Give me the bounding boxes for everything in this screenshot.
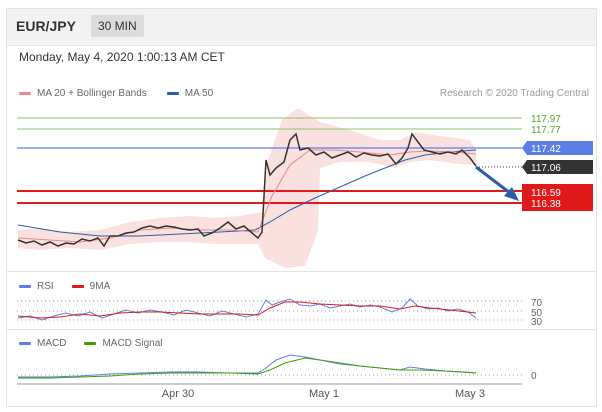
nine-ma-swatch: [71, 285, 84, 288]
level-label-117-42: 117.42: [531, 144, 561, 155]
macd-signal-line: [18, 357, 477, 379]
level-label-117-77: 117.77: [531, 125, 561, 136]
ma50-swatch: [166, 92, 179, 95]
ma20-line: [17, 149, 477, 243]
ma50-price-tag: [522, 141, 593, 155]
panel-separator: [7, 271, 596, 272]
rsi-level-label-70: 70: [531, 298, 543, 309]
support-price-tag: [522, 184, 593, 211]
x-axis-label-may3: May 3: [455, 388, 485, 400]
x-axis-label-apr30: Apr 30: [162, 388, 194, 400]
currency-pair-title: EUR/JPY: [16, 18, 76, 34]
macd-signal-swatch: [84, 342, 97, 345]
price-tags: 117.97 117.77 117.42 117.06 116.59 116.3…: [522, 114, 593, 211]
copyright-text: Research © 2020 Trading Central: [439, 88, 589, 99]
level-label-117-97: 117.97: [531, 114, 561, 125]
macd-level-label-0: 0: [531, 371, 537, 382]
current-price-tag: [522, 160, 593, 174]
macd-swatch: [19, 342, 31, 345]
rsi-level-label-50: 50: [531, 308, 543, 319]
nine-ma-line: [17, 301, 477, 319]
ma50-legend-label: MA 50: [184, 88, 214, 99]
nine-ma-legend-label: 9MA: [89, 281, 111, 292]
macd-signal-legend-label: MACD Signal: [102, 338, 163, 349]
price-candles: [17, 132, 477, 248]
chart-frame: EUR/JPY 30 MIN Monday, May 4, 2020 1:00:…: [6, 8, 597, 407]
rsi-line: [17, 298, 477, 321]
main-legend: MA 20 + Bollinger Bands MA 50: [19, 88, 213, 99]
rsi-level-label-30: 30: [531, 317, 543, 328]
macd-legend-label: MACD: [37, 338, 67, 349]
level-label-116-59: 116.59: [531, 188, 561, 199]
level-label-117-06: 117.06: [531, 163, 561, 174]
bollinger-band-area: [18, 108, 476, 268]
x-axis-label-may1: May 1: [309, 388, 339, 400]
macd-legend: MACD MACD Signal: [19, 338, 162, 349]
bollinger-swatch: [19, 92, 31, 95]
rsi-swatch: [19, 285, 31, 288]
forecast-arrow-line: [475, 165, 515, 198]
bollinger-legend-label: MA 20 + Bollinger Bands: [37, 88, 147, 99]
macd-line: [18, 354, 477, 378]
panel-separator: [7, 329, 596, 330]
ma50-line: [17, 149, 477, 237]
timeframe-badge[interactable]: 30 MIN: [91, 15, 144, 37]
chart-header: EUR/JPY 30 MIN: [7, 9, 596, 46]
rsi-legend: RSI 9MA: [19, 281, 110, 292]
chart-datetime: Monday, May 4, 2020 1:00:13 AM CET: [19, 50, 225, 64]
level-label-116-38: 116.38: [531, 199, 561, 210]
rsi-legend-label: RSI: [37, 281, 54, 292]
forecast-arrow-head: [504, 187, 519, 201]
